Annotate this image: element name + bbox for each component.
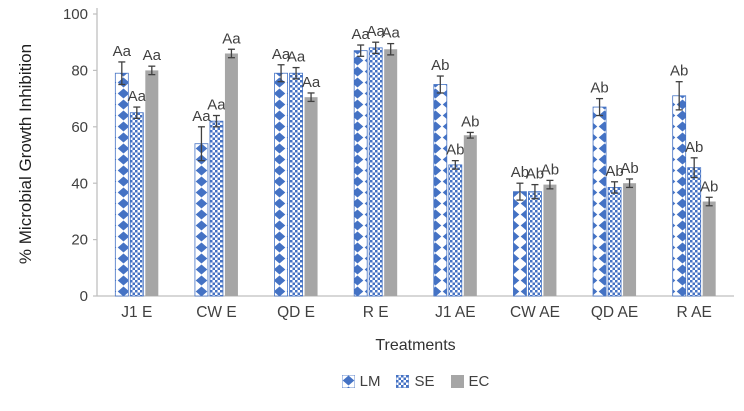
bar-label: Aa [367, 23, 386, 40]
bar-label: Aa [207, 97, 226, 114]
legend-item-lm: LM [341, 372, 381, 390]
legend-label: LM [359, 372, 381, 390]
bar-label: Aa [302, 74, 321, 91]
y-tick-label: 20 [71, 232, 88, 249]
bar-label: Ab [685, 139, 703, 156]
y-tick-label: 60 [71, 119, 88, 136]
y-tick-label: 40 [71, 175, 88, 192]
bar [623, 183, 637, 296]
bar-label: Aa [113, 43, 132, 60]
x-tick-label: QD E [277, 304, 315, 321]
bar [528, 191, 542, 297]
y-tick-label: 100 [63, 6, 88, 23]
x-tick-label: J1 AE [435, 304, 476, 321]
bar-label: Ab [446, 142, 464, 159]
x-axis-title: Treatments [375, 337, 456, 354]
bar-label: Aa [352, 26, 371, 43]
y-tick-label: 80 [71, 63, 88, 80]
bar-label: Ab [511, 164, 529, 181]
bar [433, 84, 448, 297]
bar [368, 47, 383, 297]
bar [687, 167, 702, 297]
bar [592, 106, 607, 297]
bar [194, 143, 209, 297]
bar-label: Ab [620, 160, 638, 177]
x-tick-label: J1 E [121, 304, 152, 321]
x-tick-label: QD AE [591, 304, 638, 321]
x-tick-label: CW E [196, 304, 236, 321]
legend-swatch-ec [450, 374, 464, 388]
legend-item-ec: EC [450, 372, 490, 390]
bar [209, 120, 224, 297]
legend-label: SE [414, 372, 435, 390]
bar-label: Ab [590, 80, 608, 97]
bar-label: Ab [431, 57, 449, 74]
bar-label: Ab [670, 63, 688, 80]
bar [114, 72, 129, 297]
bar [543, 184, 557, 296]
bar [304, 97, 318, 296]
bar [129, 112, 144, 297]
bar-label: Ab [700, 178, 718, 195]
bar [463, 135, 477, 296]
bar-label: Aa [272, 46, 291, 63]
bar [274, 72, 288, 297]
x-tick-label: R AE [677, 304, 712, 321]
bar [353, 50, 368, 297]
legend-label: EC [468, 372, 490, 390]
bar-label: Ab [526, 166, 544, 183]
bar [145, 70, 159, 297]
bar [672, 95, 687, 297]
bar-label: Aa [287, 49, 306, 66]
bar-label: Aa [143, 47, 162, 64]
bar [448, 164, 463, 297]
bar-label: Ab [541, 161, 559, 178]
legend-item-se: SE [396, 372, 435, 390]
bar [702, 201, 716, 296]
bar-label: Aa [192, 108, 211, 125]
legend-swatch-se [396, 374, 410, 388]
legend-swatch-lm [341, 374, 355, 388]
y-tick-label: 0 [80, 288, 88, 305]
bar-label: Aa [222, 30, 241, 47]
bar-label: Aa [382, 25, 401, 42]
bar [607, 187, 622, 297]
bar [384, 49, 398, 296]
bar-label: Ab [461, 113, 479, 130]
x-tick-label: R E [363, 304, 389, 321]
bar [289, 72, 303, 297]
legend: LM SE EC [97, 369, 734, 393]
bar [224, 53, 238, 297]
bar-label: Ab [605, 163, 623, 180]
x-tick-label: CW AE [510, 304, 560, 321]
bar-label: Aa [128, 88, 147, 105]
bar [513, 191, 527, 297]
